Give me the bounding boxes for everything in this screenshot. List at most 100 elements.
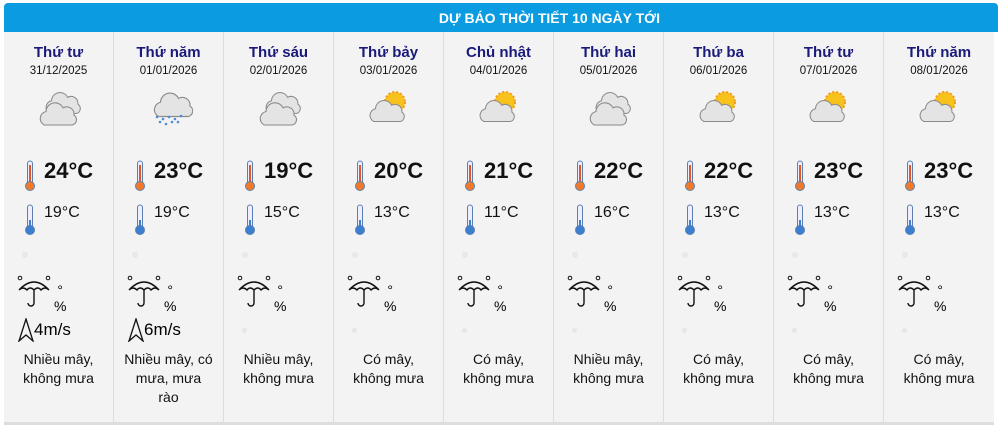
thermometer-cold-icon xyxy=(354,204,366,241)
day-name: Thứ năm xyxy=(906,44,972,61)
day-name: Thứ ba xyxy=(693,44,744,61)
day-name: Thứ sáu xyxy=(248,44,309,61)
placeholder-dot xyxy=(462,328,467,333)
rain-chance: °% xyxy=(566,274,616,314)
umbrella-icon xyxy=(346,275,382,311)
cloudy-icon xyxy=(257,88,303,128)
partly-sunny-icon xyxy=(917,88,963,128)
day-column: Thứ sáu 02/01/2026 19°C 15°C °% Nhiều mâ… xyxy=(224,32,334,422)
thermometer-hot-icon xyxy=(684,160,696,198)
partly-sunny-icon xyxy=(367,88,413,128)
umbrella-icon xyxy=(676,275,712,311)
day-name: Thứ năm xyxy=(136,44,201,61)
umbrella-icon xyxy=(566,275,602,311)
thermometer-cold-icon xyxy=(244,204,256,241)
placeholder-dot xyxy=(242,252,248,258)
placeholder-dot xyxy=(572,252,578,258)
day-name: Thứ tư xyxy=(803,44,854,61)
day-column: Thứ ba 06/01/2026 22°C 13°C °% Có mây, k… xyxy=(664,32,774,422)
wind-speed: 4m/s xyxy=(17,316,71,347)
umbrella-icon xyxy=(126,275,162,311)
day-name: Thứ hai xyxy=(580,44,637,61)
day-date: 06/01/2026 xyxy=(689,65,748,77)
day-date: 05/01/2026 xyxy=(579,65,638,77)
thermometer-hot-icon xyxy=(134,160,146,198)
rain-cloud-icon xyxy=(147,88,194,128)
placeholder-dot xyxy=(682,328,687,333)
day-date: 07/01/2026 xyxy=(799,65,858,77)
umbrella-icon xyxy=(16,275,52,311)
placeholder-dot xyxy=(902,252,908,258)
day-date: 31/12/2025 xyxy=(29,65,88,77)
thermometer-cold-icon xyxy=(794,204,806,241)
weather-description: Nhiều mây, không mưa xyxy=(23,351,94,386)
placeholder-dot xyxy=(682,252,688,258)
thermometer-hot-icon xyxy=(244,160,256,198)
placeholder-dot xyxy=(242,328,247,333)
wind-direction-arrow-icon xyxy=(17,316,35,346)
placeholder-dot xyxy=(22,252,28,258)
weather-description: Có mây, không mưa xyxy=(353,351,424,386)
thermometer-hot-icon xyxy=(794,160,806,198)
placeholder-dot xyxy=(352,328,357,333)
thermometer-cold-icon xyxy=(24,204,36,241)
day-name: Chủ nhật xyxy=(466,44,531,61)
day-column: Thứ năm 08/01/2026 23°C 13°C °% Có mây, … xyxy=(884,32,994,422)
day-name: Thứ bảy xyxy=(358,44,419,61)
thermometer-cold-icon xyxy=(464,204,476,241)
weather-description: Có mây, không mưa xyxy=(903,351,975,386)
thermometer-hot-icon xyxy=(354,160,366,198)
weather-description: Có mây, không mưa xyxy=(463,351,534,386)
rain-chance: °% xyxy=(456,274,506,314)
placeholder-dot xyxy=(462,252,468,258)
placeholder-dot xyxy=(572,328,577,333)
placeholder-dot xyxy=(792,328,797,333)
day-column: Chủ nhật 04/01/2026 21°C 11°C °% Có mây,… xyxy=(444,32,554,422)
rain-chance: °% xyxy=(346,274,396,314)
placeholder-dot xyxy=(132,252,138,258)
placeholder-dot xyxy=(792,252,798,258)
umbrella-icon xyxy=(456,275,492,311)
weather-description: Có mây, không mưa xyxy=(793,351,864,386)
forecast-header: DỰ BÁO THỜI TIẾT 10 NGÀY TỚI xyxy=(4,3,998,32)
day-date: 03/01/2026 xyxy=(359,65,418,77)
weather-description: Nhiều mây, có mưa, mưa rào xyxy=(124,351,213,405)
day-column: Thứ năm 01/01/2026 23°C 19°C °% 6m/s Nhi… xyxy=(114,32,224,422)
day-column: Thứ bảy 03/01/2026 20°C 13°C °% Có mây, … xyxy=(334,32,444,422)
day-date: 04/01/2026 xyxy=(469,65,528,77)
umbrella-icon xyxy=(786,275,822,311)
weather-description: Nhiều mây, không mưa xyxy=(243,351,314,386)
rain-chance: °% xyxy=(676,274,726,314)
rain-chance: °% xyxy=(236,274,286,314)
rain-chance: °% xyxy=(896,274,946,314)
cloudy-icon xyxy=(37,88,83,128)
day-date: 08/01/2026 xyxy=(910,65,968,77)
day-name: Thứ tư xyxy=(33,44,84,61)
thermometer-hot-icon xyxy=(574,160,586,198)
placeholder-dot xyxy=(902,328,907,333)
day-date: 01/01/2026 xyxy=(139,65,198,77)
thermometer-cold-icon xyxy=(574,204,586,241)
rain-chance: °% xyxy=(16,274,66,314)
umbrella-icon xyxy=(236,275,272,311)
wind-speed: 6m/s xyxy=(127,316,181,347)
wind-direction-arrow-icon xyxy=(127,316,145,346)
partly-sunny-icon xyxy=(477,88,523,128)
thermometer-cold-icon xyxy=(904,204,916,241)
rain-chance: °% xyxy=(126,274,176,314)
weather-description: Nhiều mây, không mưa xyxy=(573,351,644,386)
day-date: 02/01/2026 xyxy=(249,65,308,77)
thermometer-hot-icon xyxy=(24,160,36,198)
forecast-grid: Thứ tư 31/12/2025 24°C 19°C °% 4m/s Nhiề… xyxy=(4,32,994,425)
umbrella-icon xyxy=(896,275,932,311)
day-column: Thứ tư 07/01/2026 23°C 13°C °% Có mây, k… xyxy=(774,32,884,422)
day-column: Thứ hai 05/01/2026 22°C 16°C °% Nhiều mâ… xyxy=(554,32,664,422)
cloudy-icon xyxy=(587,88,633,128)
day-column: Thứ tư 31/12/2025 24°C 19°C °% 4m/s Nhiề… xyxy=(4,32,114,422)
partly-sunny-icon xyxy=(807,88,853,128)
partly-sunny-icon xyxy=(697,88,743,128)
placeholder-dot xyxy=(352,252,358,258)
thermometer-cold-icon xyxy=(684,204,696,241)
thermometer-hot-icon xyxy=(904,160,916,198)
thermometer-cold-icon xyxy=(134,204,146,241)
